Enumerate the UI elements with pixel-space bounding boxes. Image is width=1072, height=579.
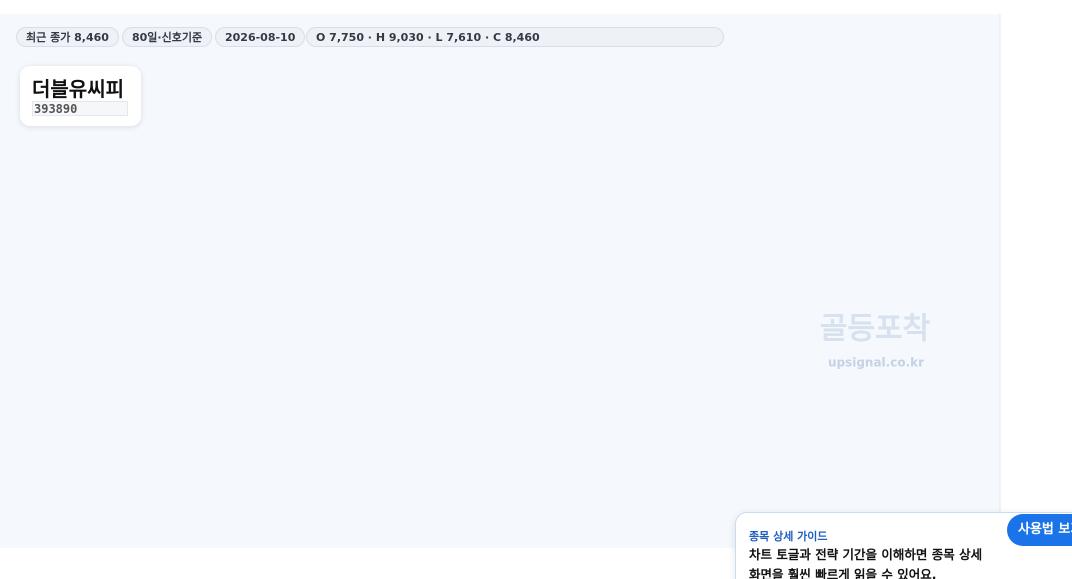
guide-popup: 종목 상세 가이드 차트 토글과 전략 기간을 이해하면 종목 상세 화면을 훨…: [735, 512, 1072, 579]
stock-box: 더블유씨피 393890: [20, 66, 141, 126]
guide-text: 차트 토글과 전략 기간을 이해하면 종목 상세 화면을 훨씬 빠르게 읽을 수…: [749, 547, 983, 579]
chip: O 7,750 · H 9,030 · L 7,610 · C 8,460: [306, 27, 724, 47]
stock-code: 393890: [32, 101, 128, 116]
guide-button[interactable]: 사용법 보기: [1007, 514, 1072, 546]
guide-title: 종목 상세 가이드: [749, 530, 828, 543]
chip: 최근 종가 8,460: [16, 27, 119, 47]
watermark-title: 골등포착: [820, 312, 931, 347]
plot-area: [0, 14, 1000, 548]
watermark-url: upsignal.co.kr: [828, 356, 924, 370]
chip: 80일·신호기준: [122, 27, 213, 47]
chip: 2026-08-10: [215, 27, 306, 47]
stock-name: 더블유씨피: [32, 77, 124, 101]
